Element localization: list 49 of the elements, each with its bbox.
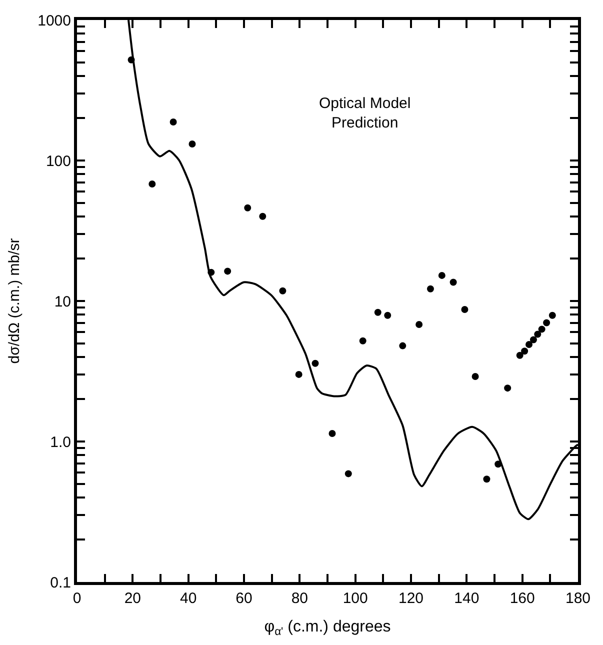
point xyxy=(259,212,266,220)
point xyxy=(344,470,352,478)
x-tick-label: 160 xyxy=(510,590,535,607)
point xyxy=(384,312,392,319)
point xyxy=(399,342,406,350)
y-tick-label: 1.0 xyxy=(50,434,71,451)
annotation: Optical Model Prediction xyxy=(319,95,411,132)
point xyxy=(543,319,550,326)
point xyxy=(148,180,156,188)
y-tick-label: 10 xyxy=(54,293,71,310)
point xyxy=(526,341,533,348)
point xyxy=(472,373,479,380)
point xyxy=(279,287,286,294)
point xyxy=(188,140,196,148)
point xyxy=(461,306,468,313)
point xyxy=(328,430,336,437)
x-tick-label: 0 xyxy=(72,590,82,607)
point xyxy=(521,348,528,355)
x-tick-label: 120 xyxy=(398,590,424,607)
point xyxy=(312,360,319,367)
x-tick-label: 100 xyxy=(342,590,368,607)
x-tick-label: 20 xyxy=(124,590,142,607)
x-tick-label: 140 xyxy=(454,590,480,607)
point xyxy=(530,336,537,344)
point xyxy=(534,330,542,338)
x-tick-label: 80 xyxy=(291,590,308,607)
x-axis-title: φ$_{α'}$ (c.m.) degrees xyxy=(264,618,391,638)
point xyxy=(170,118,177,126)
point xyxy=(548,312,556,319)
y-tick-label: 1000 xyxy=(38,12,71,30)
y-axis-title: dσ/dΩ (c.m.) mb/sr xyxy=(6,238,23,364)
point xyxy=(483,476,490,483)
point xyxy=(450,278,457,286)
x-tick-label: 60 xyxy=(236,590,252,607)
x-tick-label: 180 xyxy=(565,590,591,607)
point xyxy=(516,352,524,359)
point xyxy=(538,326,546,333)
point xyxy=(224,268,232,275)
point xyxy=(374,308,382,316)
point xyxy=(416,321,423,328)
point xyxy=(504,384,512,392)
point xyxy=(244,204,252,212)
point xyxy=(359,337,366,344)
point xyxy=(438,272,446,279)
point xyxy=(426,285,434,292)
y-tick-label: 100 xyxy=(46,152,71,170)
point xyxy=(295,370,302,378)
y-tick-label: 0.1 xyxy=(50,574,71,592)
x-tick-label: 40 xyxy=(180,590,197,607)
